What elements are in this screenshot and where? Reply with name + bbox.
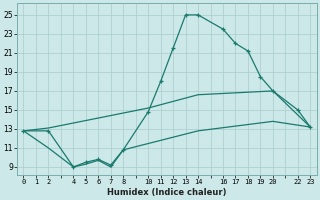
X-axis label: Humidex (Indice chaleur): Humidex (Indice chaleur) (107, 188, 227, 197)
